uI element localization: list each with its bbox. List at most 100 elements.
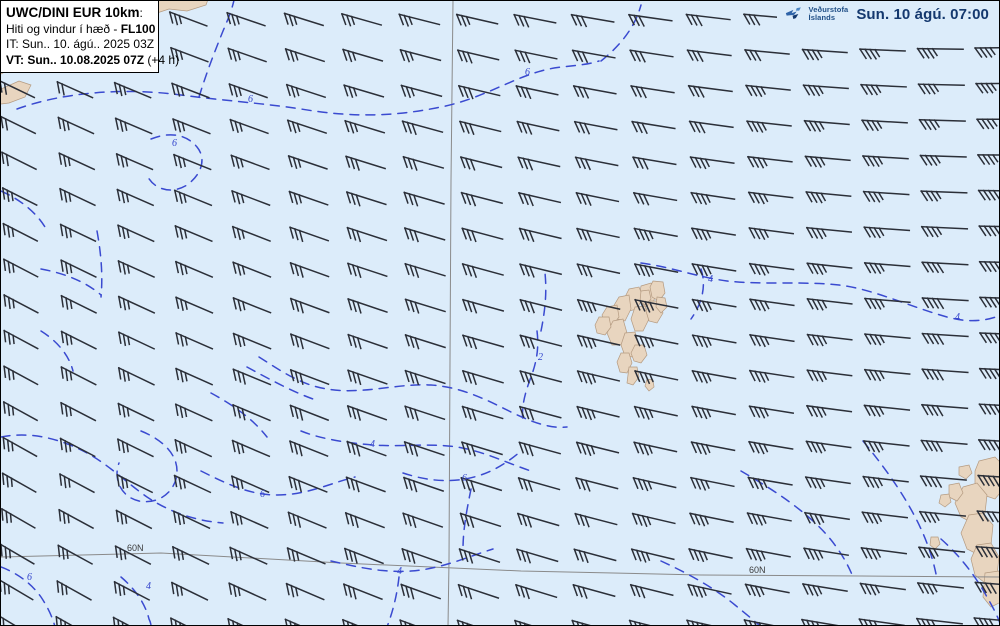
wind-barb — [2, 400, 39, 422]
wind-barb — [689, 156, 735, 170]
wind-barb — [631, 512, 676, 528]
wind-barb — [227, 617, 244, 625]
wind-barb — [173, 189, 213, 207]
wind-barb — [347, 262, 388, 279]
wind-barb — [978, 331, 999, 344]
wind-barb — [171, 82, 210, 99]
wind-barb — [744, 583, 790, 598]
legend-parameter-line: Hiti og vindur í hæð - FL100 — [6, 22, 155, 38]
legend-init-time: IT: Sun.. 10. ágú.. 2025 03Z — [6, 37, 155, 52]
isotherm-label: 6 — [525, 67, 530, 78]
wind-barb — [402, 155, 445, 171]
wind-barb — [689, 512, 734, 527]
wind-barb — [690, 476, 735, 491]
met-office-arrow-icon — [785, 7, 801, 19]
wind-barb — [58, 508, 95, 530]
isotherm-6-centre — [402, 450, 522, 482]
isotherm-4-east — [640, 262, 999, 322]
wind-barb — [518, 227, 562, 243]
wind-barb — [57, 116, 95, 135]
wind-barb — [116, 188, 155, 207]
wind-barb — [917, 83, 965, 95]
wind-barb — [289, 404, 330, 422]
wind-barb — [346, 405, 388, 421]
wind-barb — [59, 437, 96, 458]
wind-barb — [172, 118, 211, 135]
wind-barb — [744, 48, 790, 62]
wind-barb — [289, 226, 330, 243]
wind-barb — [691, 334, 737, 348]
wind-barb — [461, 405, 504, 421]
wind-barb — [519, 370, 563, 385]
wind-barb — [117, 224, 155, 243]
wind-barb — [286, 547, 326, 565]
wind-barb — [749, 333, 795, 348]
wind-barb — [920, 403, 969, 417]
wind-barb — [691, 298, 737, 313]
wind-barb — [805, 190, 852, 204]
isotherm-label: 4 — [955, 312, 960, 323]
wind-barb — [974, 581, 999, 595]
wind-barb — [803, 119, 850, 133]
wind-barb — [978, 225, 999, 237]
wind-barb — [975, 545, 999, 559]
isotherm-mid-vert-b — [462, 488, 472, 550]
wind-barb — [170, 581, 209, 601]
wind-barb — [690, 191, 736, 206]
wind-barb — [344, 511, 385, 529]
isotherm-label: 2 — [538, 352, 543, 363]
wind-barb — [462, 334, 505, 350]
brand-header: Veðurstofa Íslands Sun. 10 ágú. 07:00 — [776, 1, 999, 27]
flight-level: FL100 — [120, 21, 156, 36]
wind-barb — [921, 332, 969, 346]
wind-barb — [805, 226, 853, 240]
wind-barb — [175, 296, 214, 314]
wind-barb — [170, 46, 209, 63]
isotherm-6-north — [16, 60, 600, 116]
wind-barb — [227, 47, 267, 63]
isotherm-mid-wave — [258, 356, 568, 429]
isotherm-label: 6 — [27, 572, 32, 583]
wind-barb — [2, 436, 38, 458]
wind-barb — [631, 120, 676, 135]
wind-barb — [117, 331, 156, 350]
wind-barb — [516, 120, 560, 135]
wind-barb — [232, 332, 272, 350]
wind-barb — [347, 333, 388, 350]
isotherm-mid-vert-a — [540, 272, 547, 332]
wind-barb — [1, 507, 36, 529]
wind-barb — [747, 191, 794, 205]
wind-barb — [915, 617, 963, 625]
wind-barb — [686, 619, 712, 625]
land-shetland-islands — [929, 456, 999, 608]
wind-barb — [59, 187, 96, 207]
wind-barb — [806, 333, 853, 347]
wind-barb — [973, 616, 999, 625]
wind-barb — [978, 403, 999, 416]
wind-barb — [805, 404, 853, 418]
wind-barb — [920, 190, 968, 202]
wind-barb — [630, 84, 675, 99]
wind-barb — [977, 438, 999, 451]
legend-valid-time: VT: Sun.. 10.08.2025 07Z (+4 h) — [6, 53, 179, 69]
wind-barb — [518, 191, 562, 207]
wind-barb — [806, 297, 853, 311]
isotherm-4-south — [330, 548, 494, 573]
wind-barb — [232, 403, 271, 422]
wind-barb — [341, 618, 358, 625]
wind-barb — [2, 258, 39, 278]
wind-barb — [806, 262, 853, 276]
product-title-suffix: : — [139, 6, 143, 20]
wind-barb — [404, 262, 446, 279]
wind-barb — [342, 583, 383, 601]
wind-barb — [918, 510, 967, 524]
brand-name-line1: Veðurstofa — [808, 4, 849, 14]
wind-barb — [518, 441, 562, 457]
isotherm-label: 6 — [260, 489, 265, 500]
wind-barb — [688, 548, 733, 563]
wind-barb — [175, 332, 214, 350]
wind-barb — [3, 293, 39, 314]
